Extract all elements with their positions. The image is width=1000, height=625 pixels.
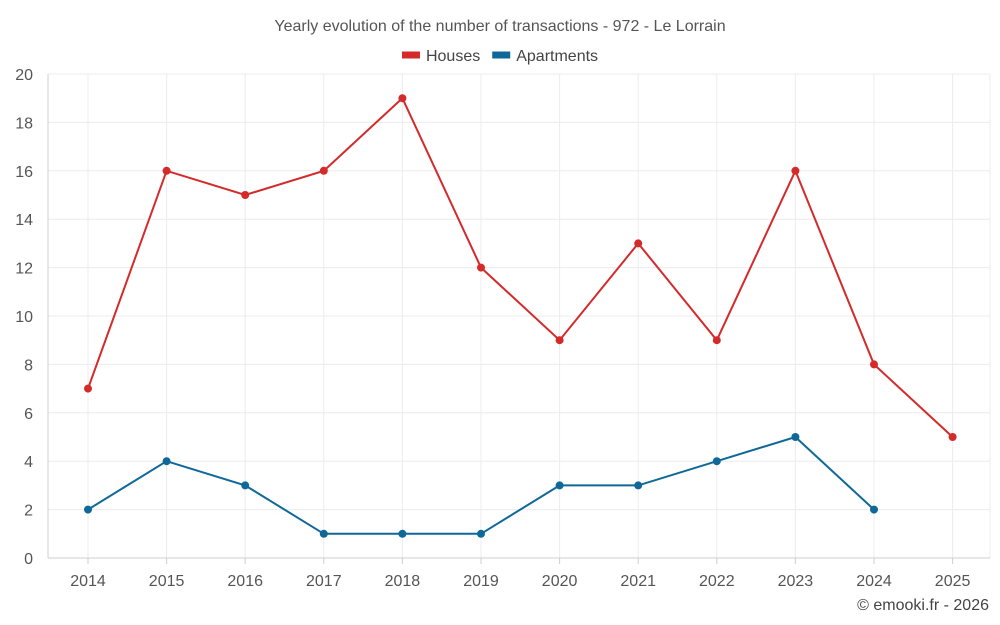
legend-item-houses[interactable]: Houses bbox=[401, 48, 480, 65]
y-tick-label: 6 bbox=[24, 406, 33, 423]
data-point-houses-2024 bbox=[870, 360, 878, 369]
x-tick-label: 2015 bbox=[149, 573, 185, 590]
y-tick-label: 20 bbox=[15, 67, 33, 84]
data-point-houses-2025 bbox=[948, 433, 957, 441]
axes bbox=[47, 74, 990, 564]
data-point-houses-2019 bbox=[477, 263, 485, 272]
data-point-apartments-2021 bbox=[634, 481, 643, 490]
y-tick-label: 14 bbox=[15, 212, 33, 229]
data-point-apartments-2018 bbox=[398, 529, 407, 538]
x-tick-label: 2020 bbox=[542, 573, 578, 590]
data-point-houses-2023 bbox=[791, 166, 800, 175]
y-tick-label: 0 bbox=[24, 551, 33, 568]
data-point-houses-2020 bbox=[555, 336, 564, 345]
data-point-apartments-2014 bbox=[84, 505, 92, 514]
data-point-houses-2017 bbox=[319, 166, 328, 175]
legend-label-apartments: Apartments bbox=[516, 48, 598, 65]
x-tick-label: 2023 bbox=[778, 573, 814, 590]
data-point-apartments-2019 bbox=[477, 529, 485, 538]
series-line-houses bbox=[87, 96, 954, 438]
legend: Houses Apartments bbox=[401, 48, 598, 65]
data-point-houses-2018 bbox=[398, 94, 407, 103]
y-tick-label: 10 bbox=[15, 309, 33, 326]
grid-lines bbox=[48, 73, 991, 558]
x-tick-label: 2025 bbox=[935, 573, 971, 590]
x-tick-labels: 2014 2015 2016 2017 2018 2019 2020 2021 2022 2023… bbox=[70, 573, 970, 590]
y-tick-label: 8 bbox=[24, 357, 33, 374]
legend-swatch-apartments bbox=[492, 51, 511, 59]
x-tick-label: 2014 bbox=[70, 573, 106, 590]
series-houses bbox=[84, 94, 957, 441]
y-tick-label: 18 bbox=[15, 115, 33, 132]
y-tick-label: 12 bbox=[15, 261, 33, 278]
legend-item-apartments[interactable]: Apartments bbox=[492, 48, 598, 65]
legend-swatch-houses bbox=[401, 51, 420, 59]
credit-text: © emooki.fr - 2026 bbox=[857, 597, 989, 614]
data-point-apartments-2023 bbox=[791, 433, 800, 441]
x-tick-label: 2021 bbox=[620, 573, 656, 590]
data-point-houses-2016 bbox=[241, 191, 250, 199]
series-group bbox=[84, 94, 957, 538]
data-point-houses-2015 bbox=[162, 166, 171, 175]
x-tick-label: 2018 bbox=[385, 573, 421, 590]
data-point-houses-2014 bbox=[84, 384, 92, 393]
legend-label-houses: Houses bbox=[426, 48, 480, 65]
y-tick-label: 4 bbox=[24, 454, 33, 471]
x-tick-label: 2024 bbox=[856, 573, 892, 590]
data-point-apartments-2020 bbox=[555, 481, 564, 490]
y-tick-label: 2 bbox=[24, 503, 33, 520]
series-apartments bbox=[84, 433, 878, 538]
data-point-apartments-2022 bbox=[712, 457, 721, 466]
chart-title: Yearly evolution of the number of transa… bbox=[274, 18, 725, 35]
data-point-apartments-2016 bbox=[241, 481, 250, 490]
x-tick-label: 2017 bbox=[306, 573, 342, 590]
data-point-apartments-2024 bbox=[870, 505, 878, 514]
data-point-apartments-2015 bbox=[162, 457, 171, 466]
data-point-apartments-2017 bbox=[319, 529, 328, 538]
data-point-houses-2021 bbox=[634, 239, 643, 248]
y-tick-labels: 0 2 4 6 8 10 12 14 16 18 20 bbox=[15, 67, 33, 568]
y-tick-label: 16 bbox=[15, 164, 33, 181]
x-tick-label: 2016 bbox=[227, 573, 263, 590]
x-tick-label: 2019 bbox=[463, 573, 499, 590]
data-point-houses-2022 bbox=[712, 336, 721, 345]
x-tick-label: 2022 bbox=[699, 573, 735, 590]
